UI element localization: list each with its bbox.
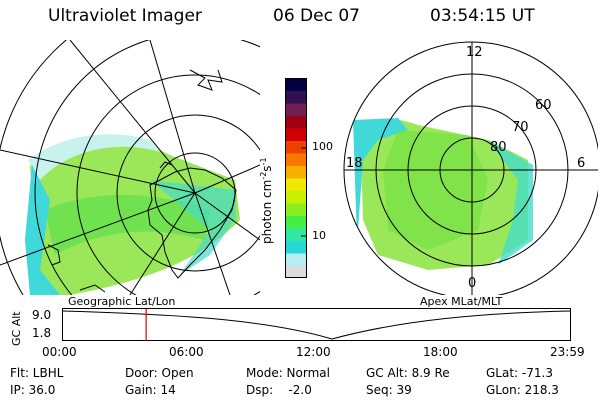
altitude-xtick-2359: 23:59 — [550, 345, 585, 359]
colorbar-segment — [285, 90, 307, 104]
seq-status: Seq: 39 — [366, 383, 412, 397]
colorbar-segment — [285, 190, 307, 204]
colorbar-tick-100: 100 — [312, 140, 333, 153]
mlat-label-70: 70 — [512, 120, 529, 135]
door-status: Door: Open — [125, 366, 194, 380]
colorbar-segment — [285, 253, 307, 266]
colorbar-segment — [285, 128, 307, 141]
colorbar-segment — [285, 165, 307, 179]
mode-status: Mode: Normal — [246, 366, 330, 380]
gc-alt-status: GC Alt: 8.9 Re — [366, 366, 450, 380]
mlt-label-0: 0 — [468, 276, 477, 291]
altitude-xtick-0000: 00:00 — [42, 345, 77, 359]
dsp-status: Dsp: -2.0 — [246, 383, 312, 397]
mlat-mlt-plot — [343, 41, 598, 295]
colorbar-segment — [285, 140, 307, 154]
colorbar-segment — [285, 103, 307, 116]
colorbar-segment — [285, 78, 307, 91]
mlat-label-80: 80 — [490, 140, 507, 155]
app-title: Ultraviolet Imager — [48, 6, 202, 26]
mlat-label-60: 60 — [535, 98, 552, 113]
glon-status: GLon: 218.3 — [486, 383, 559, 397]
colorbar-segment — [285, 203, 307, 216]
altitude-plot — [62, 308, 571, 341]
left-panel-caption: Geographic Lat/Lon — [68, 295, 176, 308]
time-label: 03:54:15 UT — [430, 6, 535, 26]
altitude-ylabel: GC Alt — [10, 311, 23, 346]
filter-status: Flt: LBHL — [10, 366, 64, 380]
gain-status: Gain: 14 — [125, 383, 176, 397]
colorbar — [285, 78, 307, 278]
colorbar-segment — [285, 240, 307, 254]
ip-status: IP: 36.0 — [10, 383, 56, 397]
colorbar-segment — [285, 265, 307, 278]
mlt-label-18: 18 — [346, 156, 363, 171]
colorbar-tick-10: 10 — [312, 229, 326, 242]
mlt-label-6: 6 — [577, 156, 586, 171]
geographic-image — [0, 40, 260, 295]
glat-status: GLat: -71.3 — [486, 366, 553, 380]
altitude-ytick-high: 9.0 — [32, 308, 52, 322]
colorbar-segment — [285, 153, 307, 166]
altitude-ytick-low: 1.8 — [32, 326, 52, 340]
altitude-xtick-1800: 18:00 — [423, 345, 458, 359]
date-label: 06 Dec 07 — [273, 6, 360, 26]
right-panel-caption: Apex MLat/MLT — [420, 295, 503, 308]
colorbar-segment — [285, 115, 307, 129]
colorbar-segment — [285, 228, 307, 241]
colorbar-segment — [285, 178, 307, 191]
altitude-xtick-1200: 12:00 — [296, 345, 331, 359]
colorbar-segment — [285, 215, 307, 229]
mlt-label-12: 12 — [466, 45, 483, 60]
altitude-xtick-0600: 06:00 — [169, 345, 204, 359]
